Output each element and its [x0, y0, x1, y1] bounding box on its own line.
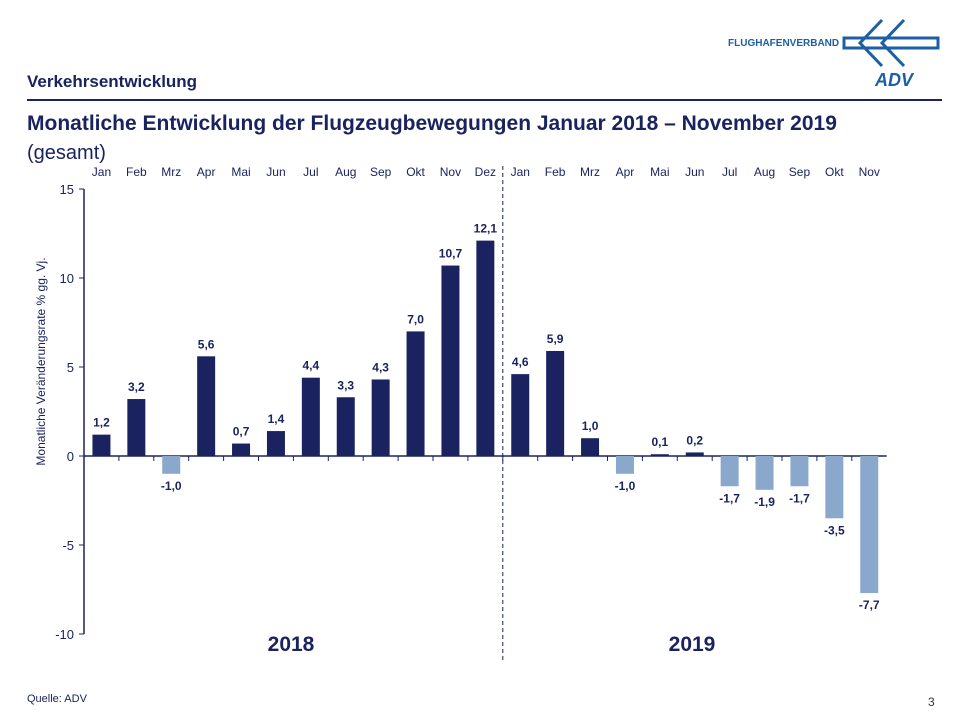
- month-label: Jun: [685, 165, 704, 179]
- data-label: 4,6: [512, 355, 529, 369]
- month-label: Dez: [475, 165, 496, 179]
- month-label: Sep: [370, 165, 392, 179]
- month-label: Nov: [859, 165, 880, 179]
- y-tick-label: -5: [62, 538, 74, 553]
- bar: [685, 452, 704, 456]
- data-label: 1,0: [582, 419, 599, 433]
- bar: [825, 456, 844, 519]
- data-label: 7,0: [407, 312, 424, 326]
- data-label: 5,9: [547, 332, 564, 346]
- y-tick-label: 5: [67, 360, 74, 375]
- header-divider: [27, 99, 942, 101]
- bar: [127, 399, 146, 456]
- bar: [266, 431, 285, 456]
- data-label: 3,2: [128, 380, 145, 394]
- bar: [197, 356, 216, 456]
- data-label: 4,3: [372, 360, 389, 374]
- month-label: Jul: [303, 165, 318, 179]
- year-label: 2018: [268, 633, 315, 656]
- bar: [546, 350, 565, 456]
- bar: [336, 397, 355, 456]
- data-label: -1,0: [615, 479, 636, 493]
- data-label: 1,4: [268, 412, 285, 426]
- month-label: Aug: [754, 165, 775, 179]
- bar: [790, 456, 809, 487]
- year-label: 2019: [669, 633, 716, 656]
- month-label: Mrz: [580, 165, 600, 179]
- month-label: Feb: [126, 165, 147, 179]
- month-label: Jan: [511, 165, 530, 179]
- data-label: -1,7: [789, 491, 810, 505]
- data-label: 0,2: [686, 433, 703, 447]
- y-tick-label: 10: [60, 271, 74, 286]
- y-tick-label: 15: [60, 182, 74, 197]
- data-label: 10,7: [439, 247, 463, 261]
- month-label: Mai: [231, 165, 250, 179]
- month-label: Jul: [722, 165, 737, 179]
- bar: [371, 379, 390, 456]
- month-label: Aug: [335, 165, 356, 179]
- data-label: -7,7: [859, 598, 880, 612]
- y-axis-label: Monatliche Veränderungsrate % gg. Vj.: [34, 257, 48, 465]
- page-title: Monatliche Entwicklung der Flugzeugbeweg…: [27, 112, 837, 135]
- data-label: -3,5: [824, 523, 845, 537]
- svg-text:ADV: ADV: [874, 70, 915, 90]
- bar: [860, 456, 879, 594]
- bar: [232, 443, 251, 456]
- source-note: Quelle: ADV: [27, 693, 87, 705]
- month-label: Jun: [266, 165, 285, 179]
- month-label: Okt: [825, 165, 844, 179]
- section-title: Verkehrsentwicklung: [27, 72, 198, 91]
- month-label: Sep: [789, 165, 811, 179]
- data-label: 5,6: [198, 337, 215, 351]
- data-label: -1,9: [754, 495, 775, 509]
- page-number: 3: [928, 695, 935, 709]
- bar: [720, 456, 739, 487]
- bar: [581, 438, 600, 456]
- month-label: Mrz: [161, 165, 181, 179]
- month-label: Feb: [545, 165, 566, 179]
- bar: [755, 456, 774, 490]
- bar: [476, 240, 495, 456]
- bar: [406, 331, 425, 456]
- month-label: Apr: [616, 165, 635, 179]
- month-label: Jan: [92, 165, 111, 179]
- bar: [511, 374, 530, 456]
- y-tick-label: -10: [55, 627, 74, 642]
- data-label: -1,7: [719, 491, 740, 505]
- data-label: 12,1: [474, 222, 498, 236]
- month-label: Mai: [650, 165, 669, 179]
- data-label: 3,3: [337, 378, 354, 392]
- bar: [650, 454, 669, 456]
- data-label: -1,0: [161, 479, 182, 493]
- data-label: 0,7: [233, 425, 250, 439]
- logo-text: FLUGHAFENVERBAND: [728, 38, 840, 49]
- bar: [162, 456, 181, 474]
- bar: [441, 265, 460, 456]
- bar: [301, 377, 320, 456]
- month-label: Okt: [406, 165, 425, 179]
- bar: [92, 434, 111, 456]
- data-label: 0,1: [652, 435, 669, 449]
- data-label: 4,4: [303, 359, 320, 373]
- adv-logo: ADV: [842, 18, 940, 90]
- page-subtitle: (gesamt): [27, 142, 106, 164]
- data-label: 1,2: [93, 416, 110, 430]
- bar: [615, 456, 634, 474]
- y-tick-label: 0: [67, 449, 74, 464]
- month-label: Apr: [197, 165, 216, 179]
- month-label: Nov: [440, 165, 461, 179]
